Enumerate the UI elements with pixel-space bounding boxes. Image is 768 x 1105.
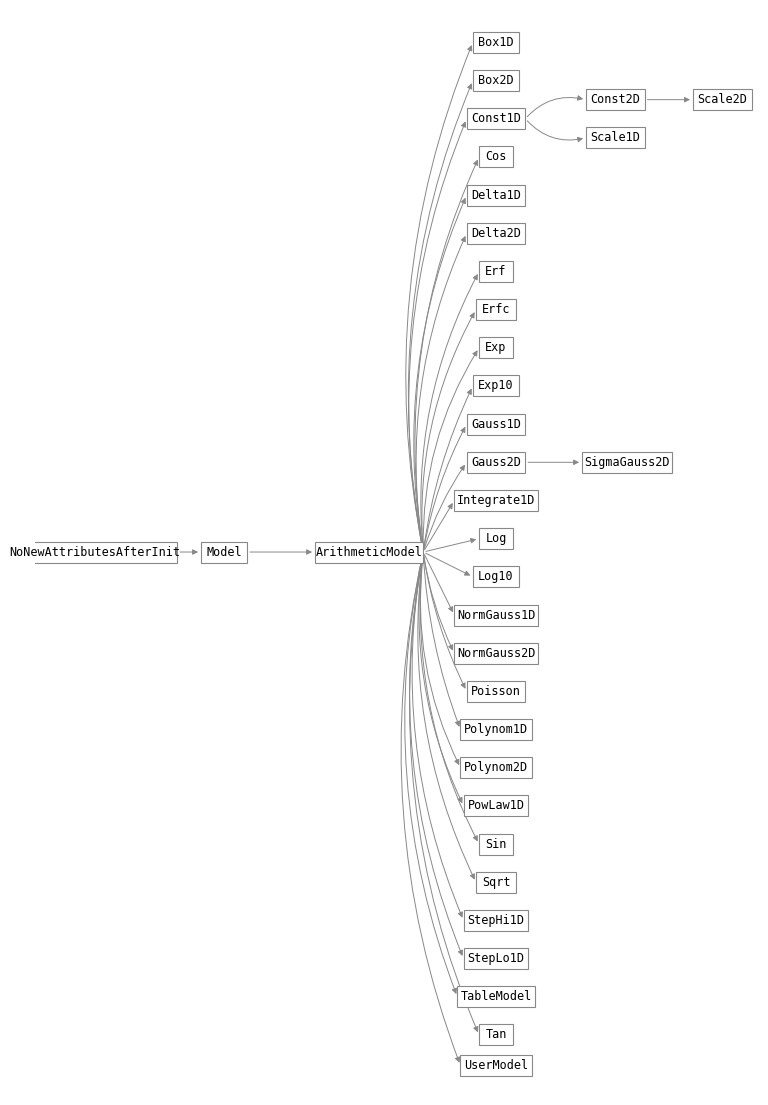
FancyBboxPatch shape <box>586 90 644 111</box>
Text: Poisson: Poisson <box>471 685 521 698</box>
Text: StepLo1D: StepLo1D <box>468 953 525 965</box>
Text: Exp: Exp <box>485 341 507 355</box>
FancyBboxPatch shape <box>473 32 519 53</box>
Text: Const1D: Const1D <box>471 113 521 125</box>
Text: Cos: Cos <box>485 150 507 164</box>
FancyBboxPatch shape <box>13 541 177 562</box>
FancyBboxPatch shape <box>467 681 525 702</box>
Text: Log: Log <box>485 533 507 545</box>
FancyBboxPatch shape <box>467 452 525 473</box>
Text: TableModel: TableModel <box>460 990 531 1003</box>
FancyBboxPatch shape <box>582 452 671 473</box>
Text: Delta2D: Delta2D <box>471 227 521 240</box>
Text: Box2D: Box2D <box>478 74 514 87</box>
FancyBboxPatch shape <box>473 70 519 91</box>
FancyBboxPatch shape <box>461 757 531 778</box>
FancyBboxPatch shape <box>586 127 644 148</box>
Text: PowLaw1D: PowLaw1D <box>468 799 525 812</box>
FancyBboxPatch shape <box>467 108 525 129</box>
FancyBboxPatch shape <box>479 1024 513 1045</box>
FancyBboxPatch shape <box>479 261 513 282</box>
Text: Model: Model <box>207 546 242 558</box>
FancyBboxPatch shape <box>315 541 423 562</box>
Text: NormGauss1D: NormGauss1D <box>457 609 535 621</box>
Text: NoNewAttributesAfterInit: NoNewAttributesAfterInit <box>10 546 180 558</box>
FancyBboxPatch shape <box>693 90 752 111</box>
Text: Sqrt: Sqrt <box>482 876 510 888</box>
FancyBboxPatch shape <box>473 567 519 588</box>
FancyBboxPatch shape <box>464 948 528 969</box>
FancyBboxPatch shape <box>464 796 528 817</box>
Text: Log10: Log10 <box>478 570 514 583</box>
Text: Integrate1D: Integrate1D <box>457 494 535 507</box>
Text: Sin: Sin <box>485 838 507 851</box>
FancyBboxPatch shape <box>467 185 525 206</box>
FancyBboxPatch shape <box>467 413 525 434</box>
FancyBboxPatch shape <box>473 376 519 397</box>
FancyBboxPatch shape <box>454 643 538 664</box>
Text: Erf: Erf <box>485 265 507 278</box>
Text: Gauss2D: Gauss2D <box>471 456 521 469</box>
Text: Polynom1D: Polynom1D <box>464 723 528 736</box>
FancyBboxPatch shape <box>458 987 535 1008</box>
FancyBboxPatch shape <box>454 490 538 511</box>
FancyBboxPatch shape <box>479 528 513 549</box>
FancyBboxPatch shape <box>464 909 528 930</box>
Text: ArithmeticModel: ArithmeticModel <box>316 546 422 558</box>
Text: Exp10: Exp10 <box>478 379 514 392</box>
Text: Gauss1D: Gauss1D <box>471 418 521 431</box>
Text: Box1D: Box1D <box>478 35 514 49</box>
Text: Const2D: Const2D <box>591 93 641 106</box>
FancyBboxPatch shape <box>461 719 531 740</box>
Text: UserModel: UserModel <box>464 1059 528 1072</box>
Text: Scale2D: Scale2D <box>697 93 747 106</box>
FancyBboxPatch shape <box>479 833 513 854</box>
FancyBboxPatch shape <box>479 337 513 358</box>
Text: Tan: Tan <box>485 1029 507 1041</box>
Text: Erfc: Erfc <box>482 303 510 316</box>
Text: SigmaGauss2D: SigmaGauss2D <box>584 456 670 469</box>
FancyBboxPatch shape <box>461 1055 531 1076</box>
Text: Polynom2D: Polynom2D <box>464 761 528 775</box>
Text: Delta1D: Delta1D <box>471 189 521 201</box>
Text: StepHi1D: StepHi1D <box>468 914 525 927</box>
FancyBboxPatch shape <box>476 299 516 320</box>
FancyBboxPatch shape <box>201 541 247 562</box>
Text: Scale1D: Scale1D <box>591 131 641 145</box>
FancyBboxPatch shape <box>467 223 525 244</box>
FancyBboxPatch shape <box>476 872 516 893</box>
FancyBboxPatch shape <box>454 604 538 625</box>
FancyBboxPatch shape <box>479 147 513 168</box>
Text: NormGauss2D: NormGauss2D <box>457 646 535 660</box>
